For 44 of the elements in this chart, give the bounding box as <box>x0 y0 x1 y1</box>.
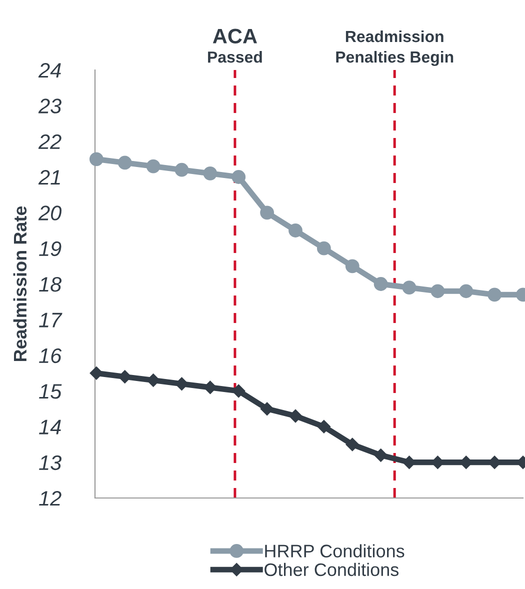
y-tick-label: 12 <box>39 491 62 506</box>
point <box>118 370 132 384</box>
point <box>204 380 217 394</box>
point <box>260 206 274 220</box>
text: Readmission Penalties Begin <box>336 30 454 66</box>
point <box>374 277 388 291</box>
point <box>430 284 445 298</box>
point <box>402 280 416 295</box>
y-tick-label: 24 <box>38 63 61 78</box>
y-tick-label: 15 <box>39 384 62 399</box>
point <box>203 166 218 180</box>
point <box>232 170 246 184</box>
point <box>232 384 246 398</box>
y-tick-label: 17 <box>39 312 62 328</box>
legend-label: Other Conditions <box>264 562 399 576</box>
point <box>288 409 302 423</box>
y-tick-label: 21 <box>38 170 60 185</box>
point <box>317 420 331 434</box>
point <box>175 377 188 390</box>
text: ACA Passed <box>208 28 262 63</box>
point <box>174 162 189 177</box>
point <box>316 241 331 256</box>
y-axis-title: Readmission Rate <box>13 206 27 362</box>
point <box>89 152 104 166</box>
y-tick-label: 13 <box>39 455 62 470</box>
point <box>146 159 160 174</box>
point <box>146 374 160 387</box>
y-tick-label: 18 <box>39 277 62 292</box>
point <box>346 438 359 452</box>
y-tick-label: 20 <box>38 206 62 220</box>
y-tick-label: 23 <box>38 98 62 114</box>
point <box>374 448 388 462</box>
y-tick-label: 19 <box>39 241 62 256</box>
y-tick-label: 22 <box>38 134 62 149</box>
point <box>90 366 104 380</box>
point <box>288 224 302 238</box>
legend-label: HRRP Conditions <box>265 544 404 558</box>
point <box>345 259 360 274</box>
point <box>459 284 474 298</box>
y-tick-label: 16 <box>39 348 62 364</box>
point <box>260 402 274 416</box>
point <box>118 156 132 170</box>
point <box>488 288 502 302</box>
y-tick-label: 14 <box>39 420 61 434</box>
